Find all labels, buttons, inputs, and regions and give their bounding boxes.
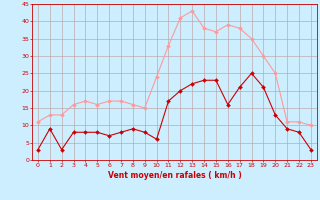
X-axis label: Vent moyen/en rafales ( km/h ): Vent moyen/en rafales ( km/h ): [108, 171, 241, 180]
